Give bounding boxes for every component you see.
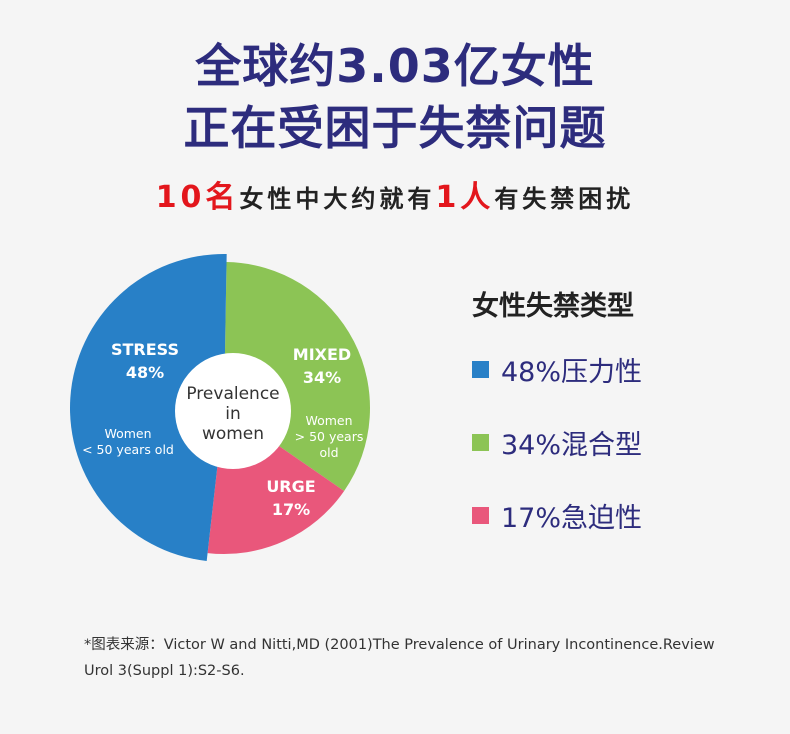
pie-slice-mixed (224, 262, 370, 491)
subtitle-text-1: 女性中大约就有 (239, 185, 436, 213)
slice-name-label: URGE (266, 477, 315, 496)
slice-value-label: 17% (272, 500, 310, 519)
slice-note: > 50 years (295, 429, 364, 444)
slice-note: Women (305, 413, 352, 428)
legend-label: 17%急迫性 (501, 503, 643, 534)
legend-label: 48%压力性 (501, 357, 643, 388)
slice-name-label: STRESS (111, 340, 179, 359)
pie-center-circle (175, 353, 291, 469)
subtitle-number-1: 10名 (155, 180, 240, 215)
legend-item-urge: 17%急迫性 (472, 496, 642, 535)
legend-label: 34%混合型 (501, 430, 643, 461)
slice-value-label: 34% (303, 368, 341, 387)
slice-name-label: MIXED (293, 345, 351, 364)
center-label: Prevalence (186, 384, 279, 404)
subtitle-number-2: 1人 (435, 180, 495, 215)
legend-swatch (472, 361, 489, 378)
title-line-2: 正在受困于失禁问题 (183, 101, 607, 155)
pie-slice-stress (69, 254, 227, 562)
center-label: in (225, 404, 241, 424)
source-footnote: *图表来源：Victor W and Nitti,MD (2001)The Pr… (84, 637, 715, 679)
subtitle: 10名女性中大约就有1人有失禁困扰 (0, 172, 790, 216)
legend-item-stress: 48%压力性 (472, 350, 642, 389)
center-label: women (202, 424, 264, 444)
legend-item-mixed: 34%混合型 (472, 423, 642, 462)
legend-swatch (472, 434, 489, 451)
title-line-1: 全球约3.03亿女性 (195, 39, 595, 93)
slice-note: old (319, 445, 338, 460)
legend-swatch (472, 507, 489, 524)
slice-note: < 50 years old (82, 442, 174, 457)
slice-note: Women (104, 426, 151, 441)
slice-value-label: 48% (126, 363, 164, 382)
legend-title: 女性失禁类型 (472, 291, 634, 322)
subtitle-text-2: 有失禁困扰 (494, 185, 635, 213)
